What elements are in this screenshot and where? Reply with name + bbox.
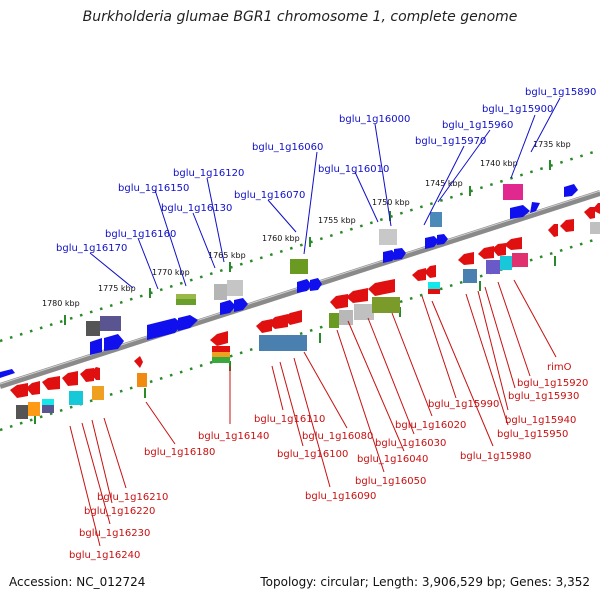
gene-label[interactable]: bglu_1g16180 — [144, 447, 215, 458]
feature-box — [214, 284, 227, 300]
gene-label[interactable]: bglu_1g15980 — [460, 451, 531, 462]
feature-box — [16, 405, 28, 419]
feature-box — [92, 386, 104, 400]
gene-label[interactable]: rimO — [547, 362, 572, 373]
feature-box — [176, 299, 196, 305]
feature-box — [42, 405, 54, 413]
gene-label[interactable]: bglu_1g16000 — [339, 114, 410, 125]
feature-box — [379, 229, 397, 245]
feature-box — [329, 313, 339, 328]
feature-box — [354, 304, 374, 320]
gene-label[interactable]: bglu_1g16150 — [118, 183, 189, 194]
feature-box — [512, 253, 528, 267]
gene-label[interactable]: bglu_1g16030 — [375, 438, 446, 449]
feature-box — [372, 297, 400, 313]
gene-label[interactable]: bglu_1g16090 — [305, 491, 376, 502]
gene-label[interactable]: bglu_1g15900 — [482, 104, 553, 115]
feature-box — [212, 357, 230, 363]
genome-summary: Topology: circular; Length: 3,906,529 bp… — [260, 575, 590, 589]
scale-tick-label: 1770 kbp — [152, 268, 190, 277]
feature-box — [28, 402, 40, 416]
feature-box — [339, 310, 353, 325]
bottom-leader-lines — [69, 279, 557, 547]
gene-label[interactable]: bglu_1g15930 — [508, 391, 579, 402]
feature-box — [137, 373, 147, 387]
gene-label[interactable]: bglu_1g16020 — [395, 420, 466, 431]
inner-colored-features — [16, 253, 528, 419]
scale-tick-label: 1740 kbp — [480, 159, 518, 168]
gene-label[interactable]: bglu_1g16060 — [252, 142, 323, 153]
gene-label[interactable]: bglu_1g15920 — [517, 378, 588, 389]
reverse-strand-features — [10, 203, 600, 398]
scale-tick-label: 1780 kbp — [42, 299, 80, 308]
map-title: Burkholderia glumae BGR1 chromosome 1, c… — [82, 9, 518, 25]
feature-box — [100, 316, 121, 331]
gene-label[interactable]: bglu_1g15940 — [505, 415, 576, 426]
scale-tick-label: 1760 kbp — [262, 234, 300, 243]
scale-tick-label: 1775 kbp — [98, 284, 136, 293]
scale-tick-label: 1745 kbp — [425, 179, 463, 188]
accession-label: Accession: NC_012724 — [9, 575, 146, 589]
feature-box — [86, 321, 100, 336]
gene-label[interactable]: bglu_1g16230 — [79, 528, 150, 539]
feature-box — [428, 289, 440, 294]
feature-box — [486, 260, 500, 274]
feature-box — [69, 391, 83, 405]
feature-box — [259, 335, 307, 351]
gene-label[interactable]: bglu_1g16010 — [318, 164, 389, 175]
gene-label[interactable]: bglu_1g16080 — [302, 431, 373, 442]
gene-label[interactable]: bglu_1g16170 — [56, 243, 127, 254]
gene-label[interactable]: bglu_1g15950 — [497, 429, 568, 440]
feature-box — [463, 269, 477, 283]
gene-label[interactable]: bglu_1g16050 — [355, 476, 426, 487]
gene-label[interactable]: bglu_1g16130 — [161, 203, 232, 214]
feature-box — [590, 222, 600, 234]
gene-label[interactable]: bglu_1g16120 — [173, 168, 244, 179]
gene-label[interactable]: bglu_1g16240 — [69, 550, 140, 561]
feature-box — [212, 346, 230, 352]
top-leader-lines — [89, 97, 561, 290]
feature-box — [290, 259, 308, 274]
gene-label[interactable]: bglu_1g16210 — [97, 492, 168, 503]
feature-box — [212, 352, 230, 357]
gene-label[interactable]: bglu_1g15890 — [525, 87, 596, 98]
gene-label[interactable]: bglu_1g16140 — [198, 431, 269, 442]
feature-box — [428, 282, 440, 289]
scale-tick-label: 1750 kbp — [372, 198, 410, 207]
feature-box — [500, 256, 512, 270]
scale-tick-label: 1755 kbp — [318, 216, 356, 225]
gene-label[interactable]: bglu_1g16110 — [254, 414, 325, 425]
gene-label[interactable]: bglu_1g16100 — [277, 449, 348, 460]
forward-strand-features — [0, 184, 578, 378]
feature-box — [503, 184, 523, 200]
scale-tick-label: 1735 kbp — [533, 140, 571, 149]
feature-box — [176, 294, 196, 299]
gene-label[interactable]: bglu_1g16220 — [84, 506, 155, 517]
gene-label[interactable]: bglu_1g16160 — [105, 229, 176, 240]
scale-tick-label: 1765 kbp — [208, 251, 246, 260]
gene-label[interactable]: bglu_1g16040 — [357, 454, 428, 465]
gene-label[interactable]: bglu_1g15970 — [415, 136, 486, 147]
feature-box — [430, 212, 442, 227]
gene-label[interactable]: bglu_1g16070 — [234, 190, 305, 201]
gene-label[interactable]: bglu_1g15960 — [442, 120, 513, 131]
feature-box — [227, 280, 243, 296]
gene-label[interactable]: bglu_1g15990 — [428, 399, 499, 410]
outer-colored-features — [86, 184, 600, 336]
feature-box — [42, 399, 54, 405]
